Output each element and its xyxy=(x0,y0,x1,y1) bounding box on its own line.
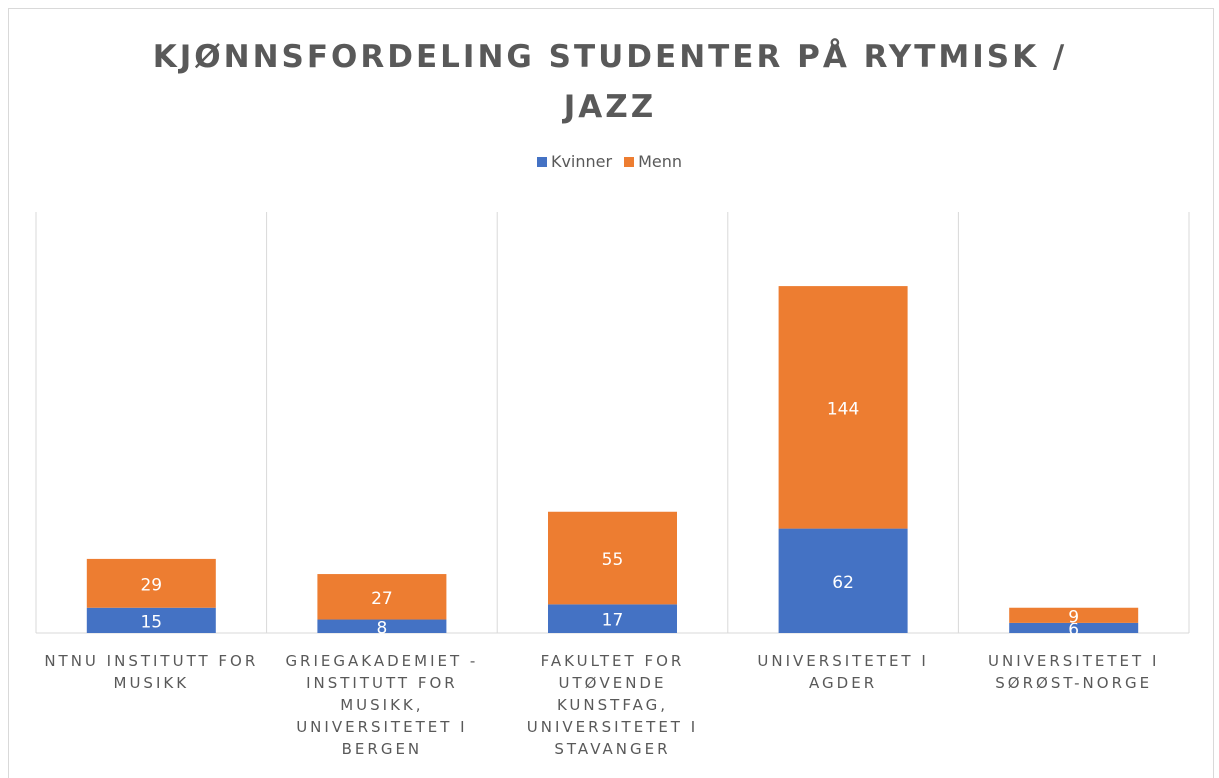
x-tick-label: FAKULTET FOR UTØVENDE KUNSTFAG, UNIVERSI… xyxy=(526,652,699,758)
data-label: 8 xyxy=(376,618,387,638)
data-label: 17 xyxy=(602,611,624,631)
bar-segment xyxy=(1009,622,1139,633)
x-tick-label: GRIEGAKADEMIET - INSTITUTT FOR MUSIKK, U… xyxy=(285,652,479,758)
x-tick-label: NTNU INSTITUTT FOR MUSIKK xyxy=(44,652,259,692)
data-label: 144 xyxy=(827,399,859,419)
bar-segment xyxy=(86,607,216,633)
data-label: 9 xyxy=(1068,607,1079,627)
bar-segment xyxy=(548,604,677,633)
legend-label: Kvinner xyxy=(550,152,613,171)
data-label: 29 xyxy=(140,575,162,595)
legend: Kvinner Menn xyxy=(0,152,1219,171)
legend-swatch xyxy=(536,157,547,167)
data-label: 62 xyxy=(832,573,854,593)
legend-swatch xyxy=(624,157,635,167)
legend-label: Menn xyxy=(638,152,683,171)
bar-segment xyxy=(548,511,677,605)
bar-segment xyxy=(778,286,908,529)
x-tick-label: UNIVERSITETET I AGDER xyxy=(757,652,929,692)
x-tick-label: UNIVERSITETET I SØRØST-NORGE xyxy=(988,652,1160,692)
bar-segment xyxy=(1009,607,1139,623)
bar-segment xyxy=(86,558,216,608)
data-label: 6 xyxy=(1068,620,1079,640)
data-label: 55 xyxy=(602,550,624,570)
legend-item: Kvinner xyxy=(536,152,613,171)
chart-frame xyxy=(8,8,1214,778)
bar-segment xyxy=(317,574,447,620)
bar-segment xyxy=(317,619,447,633)
chart-title: KJØNNSFORDELING STUDENTER PÅ RYTMISK / J… xyxy=(152,39,1068,125)
bar-segment xyxy=(778,528,908,633)
legend-item: Menn xyxy=(624,152,682,171)
data-label: 15 xyxy=(140,612,162,632)
data-label: 27 xyxy=(371,589,393,609)
